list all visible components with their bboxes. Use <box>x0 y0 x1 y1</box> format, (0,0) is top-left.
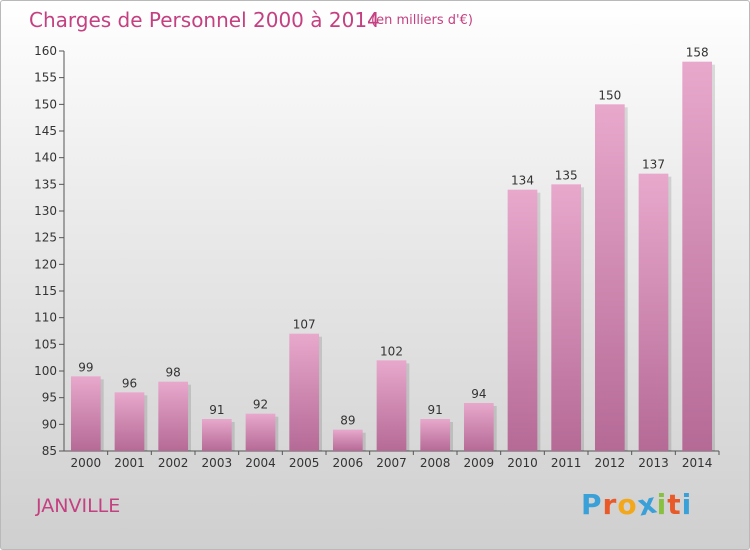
bar <box>114 392 145 451</box>
y-tick-label: 85 <box>42 444 57 458</box>
logo-letter: r <box>602 488 618 521</box>
y-tick-label: 140 <box>34 151 57 165</box>
proxiti-logo: Proxiti <box>581 486 693 522</box>
x-tick-label: 2008 <box>420 456 451 470</box>
bars: 99 96 98 91 92 107 89 102 91 94 134 135 150 137 158 <box>70 46 716 452</box>
x-tick-label: 2011 <box>551 456 582 470</box>
bar-value-label: 102 <box>380 344 403 358</box>
bar-value-label: 135 <box>555 168 578 182</box>
y-tick-label: 160 <box>34 44 57 58</box>
bar <box>638 173 669 451</box>
bar-value-label: 134 <box>511 174 534 188</box>
bar-value-label: 150 <box>598 88 621 102</box>
x-tick-label: 2006 <box>333 456 364 470</box>
y-tick-label: 120 <box>34 257 57 271</box>
y-axis: 85 90 95 100 105 110 115 120 125 130 135 140 145 150 1… <box>34 44 65 458</box>
bar-value-label: 94 <box>471 387 486 401</box>
x-tick-label: 2007 <box>376 456 407 470</box>
y-tick-label: 115 <box>34 284 57 298</box>
bar-value-label: 96 <box>122 376 137 390</box>
y-tick-label: 95 <box>42 391 57 405</box>
x-axis: 2000 2001 2002 2003 2004 2005 2006 2007 2008 2009… <box>64 450 720 470</box>
bar-value-label: 158 <box>686 46 709 60</box>
x-tick-label: 2002 <box>158 456 189 470</box>
bar <box>551 184 582 452</box>
logo-letter: o <box>617 488 638 521</box>
y-tick-label: 90 <box>42 417 57 431</box>
bar-value-label: 89 <box>340 414 355 428</box>
x-tick-label: 2003 <box>202 456 233 470</box>
x-tick-label: 2001 <box>114 456 145 470</box>
x-tick-label: 2000 <box>71 456 102 470</box>
y-tick-label: 155 <box>34 71 57 85</box>
x-tick-label: 2009 <box>464 456 495 470</box>
bar <box>70 376 101 451</box>
unit-label: (en milliers d'€) <box>371 13 473 28</box>
y-tick-label: 145 <box>34 124 57 138</box>
bar-value-label: 98 <box>166 366 181 380</box>
bar <box>289 333 320 451</box>
y-tick-label: 100 <box>34 364 57 378</box>
bar-value-label: 99 <box>78 360 93 374</box>
bar-value-label: 107 <box>293 318 316 332</box>
chart-title: Charges de Personnel 2000 à 2014 <box>29 8 380 32</box>
y-tick-label: 150 <box>34 97 57 111</box>
x-tick-label: 2014 <box>682 456 713 470</box>
bar <box>420 419 451 451</box>
bar-value-label: 92 <box>253 398 268 412</box>
bar <box>245 413 276 451</box>
bar <box>507 189 538 451</box>
y-tick-label: 125 <box>34 231 57 245</box>
bar <box>201 419 232 451</box>
y-tick-label: 105 <box>34 337 57 351</box>
bar <box>332 429 363 451</box>
x-tick-label: 2005 <box>289 456 320 470</box>
x-tick-label: 2004 <box>245 456 276 470</box>
bar-value-label: 137 <box>642 158 665 172</box>
bar <box>594 104 625 451</box>
x-tick-label: 2010 <box>507 456 538 470</box>
logo-letter: P <box>581 488 603 521</box>
bar <box>463 403 494 451</box>
bar <box>158 381 189 451</box>
y-tick-label: 130 <box>34 204 57 218</box>
bar <box>376 360 407 451</box>
bar-value-label: 91 <box>209 403 224 417</box>
logo-letter: i <box>656 488 668 521</box>
x-tick-label: 2013 <box>638 456 669 470</box>
x-tick-label: 2012 <box>595 456 626 470</box>
bar <box>682 61 713 452</box>
logo-letter: i <box>681 488 693 521</box>
y-tick-label: 135 <box>34 177 57 191</box>
y-tick-label: 110 <box>34 311 57 325</box>
bar-value-label: 91 <box>428 403 443 417</box>
commune-name: JANVILLE <box>36 495 121 517</box>
logo-letter: t <box>667 488 682 521</box>
